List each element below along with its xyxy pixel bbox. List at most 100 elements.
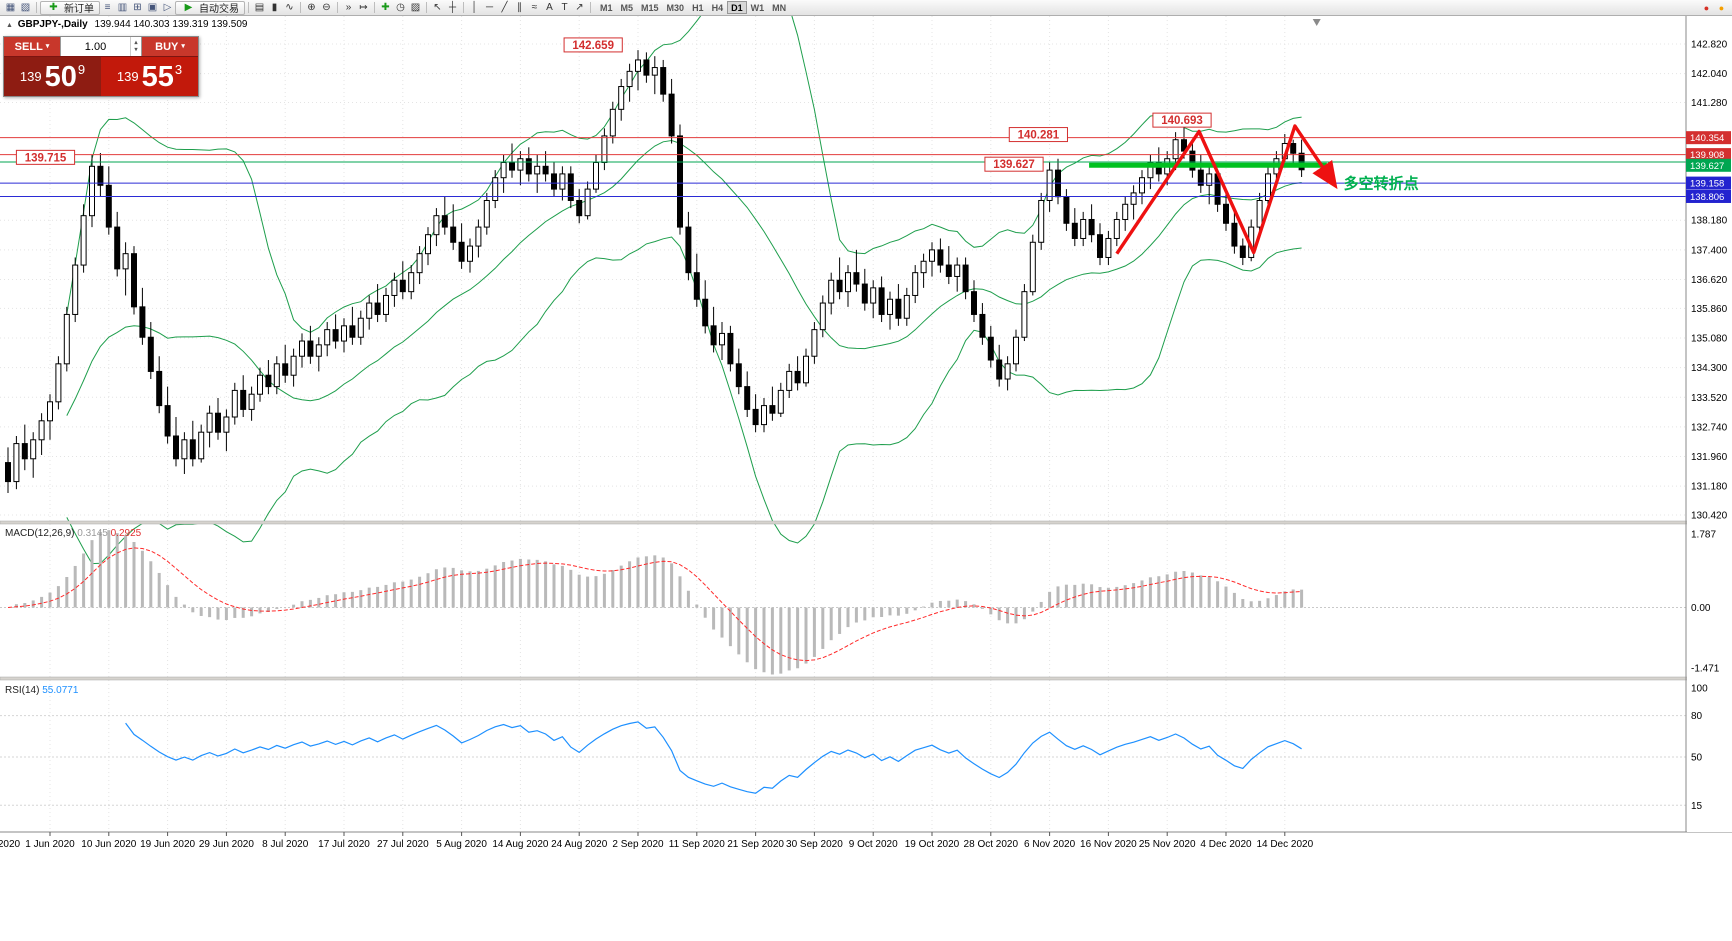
- vertical-line-icon[interactable]: │: [471, 2, 478, 13]
- templates-icon[interactable]: ▨: [410, 2, 421, 13]
- svg-text:27 Jul 2020: 27 Jul 2020: [377, 839, 429, 850]
- timeframe-m5[interactable]: M5: [620, 3, 634, 13]
- svg-text:133.520: 133.520: [1691, 393, 1728, 404]
- svg-text:19 Oct 2020: 19 Oct 2020: [905, 839, 960, 850]
- svg-text:135.080: 135.080: [1691, 333, 1728, 344]
- new-chart-icon[interactable]: ▦: [5, 2, 16, 13]
- svg-text:138.806: 138.806: [1690, 192, 1724, 203]
- svg-text:141.280: 141.280: [1691, 98, 1728, 109]
- svg-text:134.300: 134.300: [1691, 363, 1728, 374]
- timeframe-m1[interactable]: M1: [600, 3, 613, 13]
- buy-label: BUY: [155, 40, 179, 53]
- text-label-icon[interactable]: T: [561, 2, 568, 13]
- cursor-icon[interactable]: ↖: [433, 2, 442, 13]
- svg-text:140.693: 140.693: [1161, 115, 1203, 127]
- toolbar-separator: [590, 2, 591, 13]
- zigzag-arrow-annotation[interactable]: [1115, 124, 1338, 255]
- svg-text:22 May 2020: 22 May 2020: [0, 839, 21, 850]
- toolbar-separator: [248, 2, 249, 13]
- chart-ohlc-values: 139.944 140.303 139.319 139.509: [94, 19, 248, 30]
- one-click-trading-panel: SELL ▾ ▴ ▾ BUY ▾ 139 50 9 139: [3, 36, 199, 97]
- candlestick-chart-icon[interactable]: ▮: [271, 2, 278, 13]
- strategy-tester-icon[interactable]: ▷: [163, 2, 172, 13]
- navigator-icon[interactable]: ⊞: [133, 2, 142, 13]
- volume-spinner[interactable]: ▴ ▾: [130, 37, 141, 56]
- chart-shift-icon[interactable]: ↦: [359, 2, 368, 13]
- timeframe-m30[interactable]: M30: [666, 3, 685, 13]
- crosshair-icon[interactable]: ┼: [448, 2, 457, 13]
- svg-text:139.627: 139.627: [993, 159, 1035, 171]
- text-icon[interactable]: A: [546, 2, 553, 13]
- svg-text:4 Dec 2020: 4 Dec 2020: [1200, 839, 1252, 850]
- chart-shift-marker[interactable]: [1312, 19, 1321, 26]
- timeframe-d1[interactable]: D1: [727, 1, 747, 14]
- volume-down-icon[interactable]: ▾: [134, 46, 138, 53]
- auto-scroll-icon[interactable]: »: [345, 2, 352, 13]
- buy-price-prefix: 139: [116, 69, 139, 84]
- data-window-icon[interactable]: ▥: [117, 2, 128, 13]
- arrows-icon[interactable]: ↗: [575, 2, 584, 13]
- svg-text:10 Jun 2020: 10 Jun 2020: [81, 839, 136, 850]
- sell-price-big: 50: [44, 60, 77, 93]
- bar-chart-icon[interactable]: ▤: [254, 2, 265, 13]
- svg-text:142.040: 142.040: [1691, 69, 1728, 80]
- svg-text:142.659: 142.659: [572, 40, 614, 52]
- volume-input[interactable]: [61, 37, 130, 56]
- timeframe-mn[interactable]: MN: [772, 3, 787, 13]
- line-chart-icon[interactable]: ∿: [285, 2, 294, 13]
- svg-text:100: 100: [1691, 684, 1708, 695]
- channel-icon[interactable]: ∥: [517, 2, 522, 13]
- sell-price-button[interactable]: 139 50 9: [4, 57, 101, 96]
- toolbar: ▦ ▧ ✚ 新订单 ≡ ▥ ⊞ ▣ ▷ ▶ 自动交易 ▤ ▮ ∿ ⊕ ⊖ » ↦…: [0, 0, 1732, 16]
- sell-caret-icon[interactable]: ▾: [45, 43, 50, 50]
- buy-price-sup: 3: [174, 61, 183, 77]
- svg-text:137.400: 137.400: [1691, 245, 1728, 256]
- timeframe-w1[interactable]: W1: [750, 3, 765, 13]
- svg-text:19 Jun 2020: 19 Jun 2020: [140, 839, 195, 850]
- sell-button[interactable]: SELL ▾: [4, 37, 60, 56]
- fibonacci-icon[interactable]: ≈: [531, 2, 538, 13]
- autotrading-button[interactable]: ▶ 自动交易: [175, 0, 245, 15]
- svg-text:17 Jul 2020: 17 Jul 2020: [318, 839, 370, 850]
- svg-text:14 Dec 2020: 14 Dec 2020: [1256, 839, 1313, 850]
- svg-text:140.354: 140.354: [1690, 133, 1724, 144]
- volume-field[interactable]: ▴ ▾: [60, 37, 142, 56]
- buy-price-big: 55: [141, 60, 174, 93]
- buy-button[interactable]: BUY ▾: [142, 37, 198, 56]
- buy-caret-icon[interactable]: ▾: [181, 43, 185, 50]
- horizontal-lines[interactable]: [0, 137, 1686, 197]
- price-scale[interactable]: 142.820 142.040 141.280 138.180 137.400 136.6…: [1685, 16, 1732, 832]
- sell-price-prefix: 139: [19, 69, 42, 84]
- price-label-boxes[interactable]: 142.659 139.715 139.627 140.281 140.693: [15, 37, 1212, 172]
- svg-text:1 Jun 2020: 1 Jun 2020: [25, 839, 75, 850]
- zoom-out-icon[interactable]: ⊖: [322, 2, 331, 13]
- zoom-in-icon[interactable]: ⊕: [307, 2, 316, 13]
- new-order-button[interactable]: ✚ 新订单: [40, 0, 100, 15]
- community-icon[interactable]: ●: [1718, 2, 1725, 13]
- terminal-icon[interactable]: ▣: [147, 2, 158, 13]
- panel-separators[interactable]: [0, 520, 1732, 833]
- date-axis[interactable]: 22 May 2020 1 Jun 2020 10 Jun 2020 19 Jun 2…: [0, 832, 1314, 850]
- market-watch-icon[interactable]: ≡: [104, 2, 111, 13]
- periods-icon[interactable]: ◷: [396, 2, 405, 13]
- volume-up-icon[interactable]: ▴: [134, 39, 138, 46]
- svg-text:-1.471: -1.471: [1691, 664, 1720, 675]
- profiles-icon[interactable]: ▧: [20, 2, 31, 13]
- candles: [5, 50, 1305, 493]
- svg-text:135.860: 135.860: [1691, 304, 1728, 315]
- timeframe-m15[interactable]: M15: [641, 3, 659, 13]
- horizontal-line-icon[interactable]: ─: [485, 2, 494, 13]
- plus-icon: ✚: [49, 2, 58, 13]
- svg-text:0.00: 0.00: [1691, 603, 1711, 614]
- indicators-icon[interactable]: ✚: [381, 2, 390, 13]
- buy-price-button[interactable]: 139 55 3: [101, 57, 198, 96]
- sell-price-sup: 9: [77, 61, 86, 77]
- trendline-icon[interactable]: ╱: [501, 2, 508, 13]
- timeframe-group: M1 M5 M15 M30 H1 H4 D1 W1 MN: [596, 1, 790, 14]
- timeframe-h4[interactable]: H4: [711, 3, 724, 13]
- timeframe-h1[interactable]: H1: [692, 3, 704, 13]
- news-icon[interactable]: ●: [1703, 2, 1710, 13]
- svg-text:24 Aug 2020: 24 Aug 2020: [551, 839, 608, 850]
- rsi-label: RSI(14) 55.0771: [5, 685, 79, 696]
